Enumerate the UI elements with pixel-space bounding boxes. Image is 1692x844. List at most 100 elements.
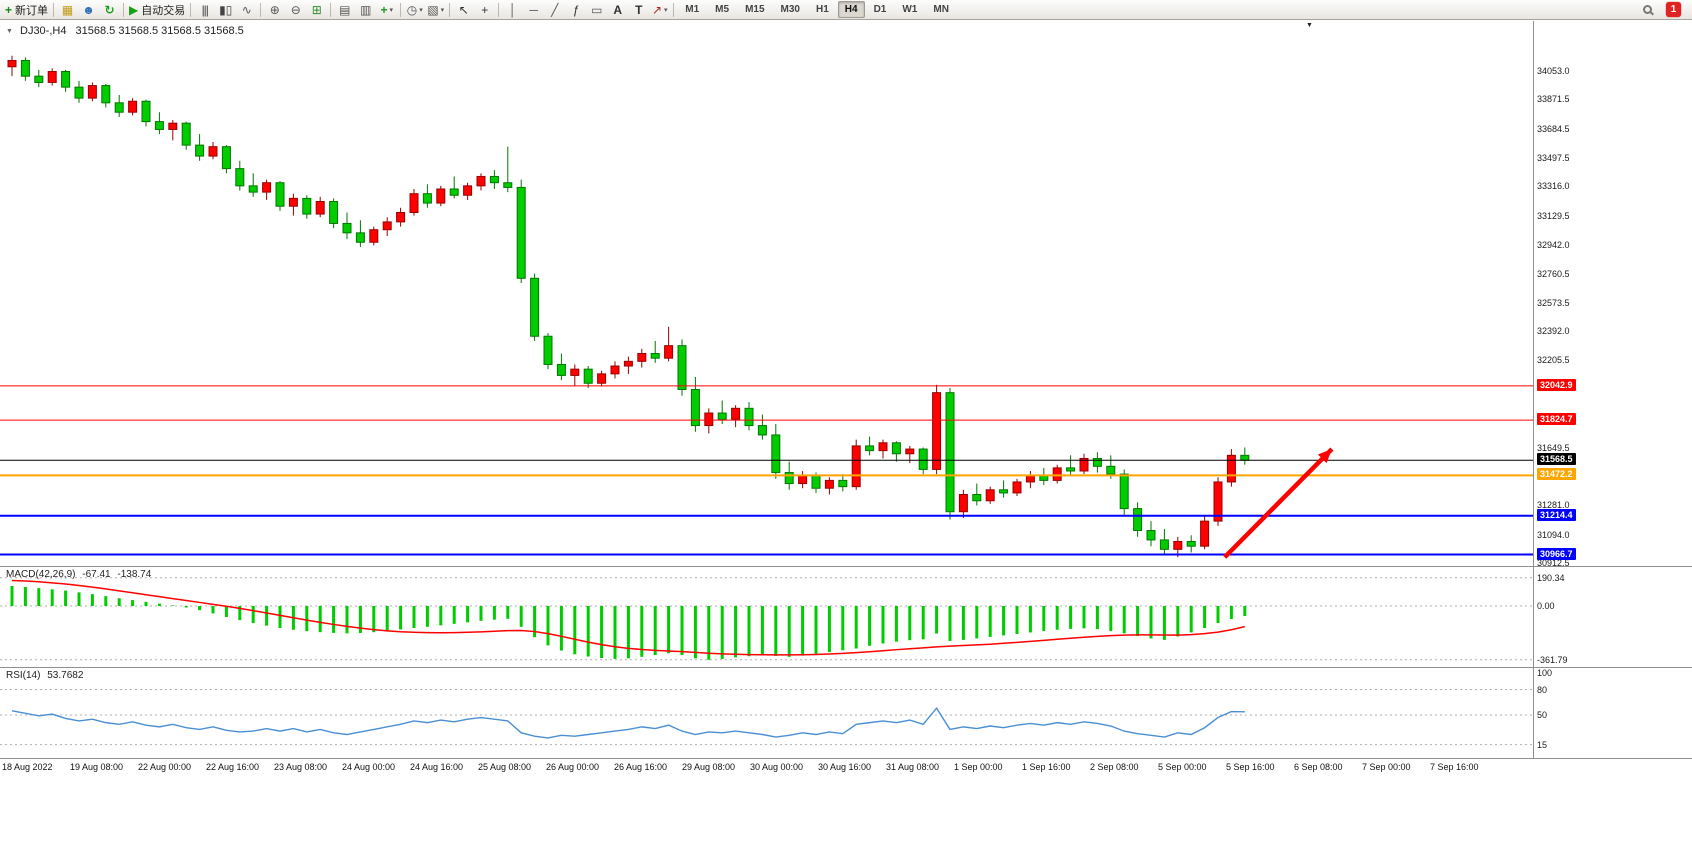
price-tick-label: 30912.5 xyxy=(1537,558,1570,569)
price-tick-label: 31094.0 xyxy=(1537,529,1570,540)
macd-axis-label: 190.34 xyxy=(1537,572,1565,583)
toolbar-separator xyxy=(260,2,262,17)
timeframe-m1-button[interactable]: M1 xyxy=(685,4,700,15)
time-label: 5 Sep 00:00 xyxy=(1158,762,1207,772)
chart-shift-marker[interactable]: ▼ xyxy=(1306,22,1313,29)
collapse-triangle-icon[interactable]: ▼ xyxy=(6,28,13,35)
periods-button[interactable]: ◷ ▾ xyxy=(404,1,425,19)
trend-arrow xyxy=(1223,447,1334,559)
time-label: 29 Aug 08:00 xyxy=(682,762,736,772)
time-label: 30 Aug 16:00 xyxy=(818,762,872,772)
time-label: 31 Aug 08:00 xyxy=(886,762,940,772)
crosshair-button[interactable]: + xyxy=(474,1,495,19)
price-tick-label: 31281.0 xyxy=(1537,500,1570,511)
tile-windows-icon: ⊞ xyxy=(311,2,322,17)
charts-button[interactable]: ▦ xyxy=(57,1,78,19)
zoom-out-button[interactable]: ⊖ xyxy=(285,1,306,19)
timeframe-h4-button[interactable]: H4 xyxy=(837,1,865,18)
candlestick-chart-button[interactable]: ▮▯ xyxy=(215,1,236,19)
text-button[interactable]: A xyxy=(607,1,628,19)
hline-price-label: 31214.4 xyxy=(1537,508,1576,521)
right-axis: 34053.0 33871.5 33684.5 33497.5 33316.0 33129… xyxy=(1535,0,1692,780)
new-order-button[interactable]: + 新订单 xyxy=(3,1,50,19)
time-label: 5 Sep 16:00 xyxy=(1226,762,1275,772)
toolbar-separator xyxy=(498,2,500,17)
macd-main-value: -67.41 xyxy=(82,569,111,580)
horizontal-line-button[interactable]: ─ xyxy=(523,1,544,19)
shapes-button[interactable]: ▭ xyxy=(586,1,607,19)
bar-chart-button[interactable]: ||| xyxy=(194,1,215,19)
search-icon xyxy=(1643,5,1652,14)
chart-icon: ▦ xyxy=(61,2,74,17)
price-tick-label: 33684.5 xyxy=(1537,123,1570,134)
zoom-in-button[interactable]: ⊕ xyxy=(264,1,285,19)
text-label-button[interactable]: T xyxy=(628,1,649,19)
timeframe-group: M1 M5 M15 M30 H1 H4 D1 W1 MN xyxy=(677,1,957,18)
window-list-button[interactable]: ▤ xyxy=(334,1,355,19)
vline-icon: │ xyxy=(509,2,517,17)
timeframe-mn-button[interactable]: MN xyxy=(933,4,949,15)
time-label: 25 Aug 08:00 xyxy=(478,762,532,772)
timeframe-h1-button[interactable]: H1 xyxy=(815,4,829,15)
notification-badge[interactable]: 1 xyxy=(1666,2,1681,17)
arrows-button[interactable]: ↗ ▾ xyxy=(649,1,670,19)
macd-panel-divider xyxy=(0,566,1692,567)
window-list-icon: ▤ xyxy=(339,2,351,17)
tile-windows-button[interactable]: ⊞ xyxy=(306,1,327,19)
chart-title: ▼ DJ30-,H4 31568.5 31568.5 31568.5 31568… xyxy=(6,25,244,37)
toolbar-separator xyxy=(190,2,192,17)
time-label: 7 Sep 00:00 xyxy=(1362,762,1411,772)
cursor-button[interactable]: ↖ xyxy=(453,1,474,19)
timeframe-m15-button[interactable]: M15 xyxy=(745,4,765,15)
price-tick-label: 34053.0 xyxy=(1537,66,1570,76)
candlestick-chart-icon: ▮▯ xyxy=(219,2,233,17)
vertical-line-button[interactable]: │ xyxy=(502,1,523,19)
macd-axis-label: -361.79 xyxy=(1537,654,1568,665)
crosshair-icon: + xyxy=(481,2,489,17)
periods-icon: ◷ xyxy=(406,2,418,17)
auto-trading-button[interactable]: ▶ 自动交易 xyxy=(127,1,187,19)
price-tick-label: 31649.5 xyxy=(1537,442,1570,453)
price-tick-label: 33129.5 xyxy=(1537,210,1570,221)
auto-trading-button-label: 自动交易 xyxy=(141,4,186,17)
shapes-icon: ▭ xyxy=(591,2,603,17)
zoom-out-icon: ⊖ xyxy=(290,2,301,17)
rsi-panel-canvas[interactable] xyxy=(0,668,1533,758)
timeframe-w1-button[interactable]: W1 xyxy=(902,4,918,15)
symbol-period-label: DJ30-,H4 xyxy=(20,25,67,37)
line-chart-button[interactable]: ∿ xyxy=(236,1,257,19)
trendline-button[interactable]: ╱ xyxy=(544,1,565,19)
time-label: 22 Aug 00:00 xyxy=(138,762,192,772)
time-label: 24 Aug 16:00 xyxy=(410,762,464,772)
cascade-windows-button[interactable]: ▥ xyxy=(355,1,376,19)
add-indicator-button[interactable]: + ▾ xyxy=(376,1,397,19)
time-axis[interactable]: 18 Aug 2022 19 Aug 08:00 22 Aug 00:00 22 Au… xyxy=(0,758,1533,778)
candles xyxy=(7,55,1250,558)
rsi-axis-label: 100 xyxy=(1537,667,1553,678)
hline-price-label: 30966.7 xyxy=(1537,547,1576,560)
templates-button[interactable]: ▧ ▾ xyxy=(425,1,446,19)
fibonacci-button[interactable]: ƒ xyxy=(565,1,586,19)
search-button[interactable] xyxy=(1637,1,1658,19)
time-label: 7 Sep 16:00 xyxy=(1430,762,1479,772)
rsi-line xyxy=(11,707,1245,739)
dropdown-caret-icon: ▾ xyxy=(389,6,394,14)
time-label: 26 Aug 00:00 xyxy=(546,762,600,772)
community-button[interactable]: ☻ xyxy=(78,1,99,19)
refresh-button[interactable]: ↻ xyxy=(99,1,120,19)
toolbar-separator xyxy=(400,2,402,17)
macd-header: MACD(42,26,9) -67.41 -138.74 xyxy=(6,569,155,580)
macd-signal-line xyxy=(11,579,1245,656)
toolbar-separator xyxy=(673,2,675,17)
toolbar-separator xyxy=(123,2,125,17)
hline-price-label: 32042.9 xyxy=(1537,378,1576,391)
price-chart-canvas[interactable] xyxy=(0,22,1533,566)
timeframe-m5-button[interactable]: M5 xyxy=(715,4,730,15)
time-label: 22 Aug 16:00 xyxy=(206,762,260,772)
timeframe-d1-button[interactable]: D1 xyxy=(873,4,887,15)
rsi-panel-divider xyxy=(0,667,1692,668)
timeframe-m30-button[interactable]: M30 xyxy=(780,4,800,15)
macd-panel-canvas[interactable] xyxy=(0,567,1533,667)
line-chart-icon: ∿ xyxy=(241,2,252,17)
